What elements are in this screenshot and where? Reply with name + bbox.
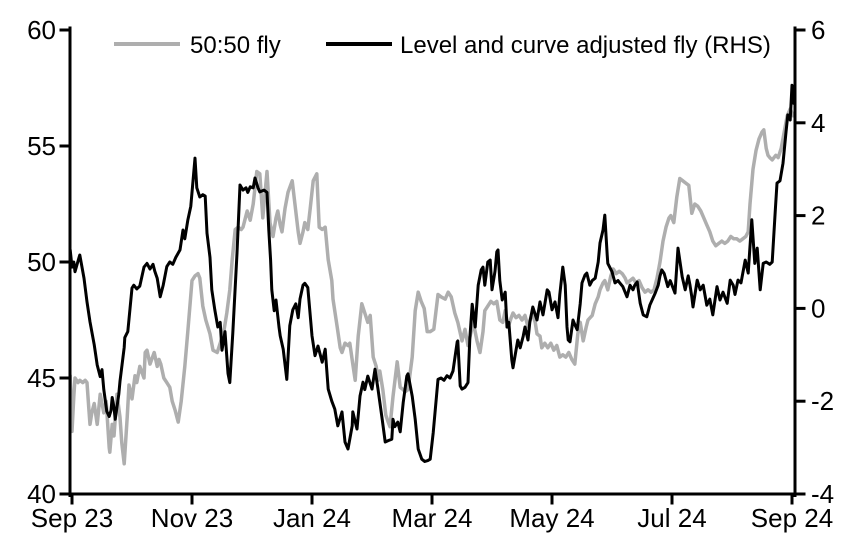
y-axis-left-tick-label: 55: [27, 131, 56, 161]
series-level-curve-adjusted-fly-line: [68, 83, 797, 463]
series-5050-fly-line: [68, 107, 795, 466]
x-axis-tick-label: Sep 23: [31, 503, 113, 533]
y-axis-right-tick-label: 6: [811, 15, 825, 45]
y-axis-left-tick-label: 60: [27, 15, 56, 45]
axes-layer: 40 45 50 55 60 -4 -2 0 2 4 6 Sep 23 Nov 23 Jan 24 Mar …: [27, 15, 834, 533]
legend-level-curve-fly-label: Level and curve adjusted fly (RHS): [400, 32, 771, 59]
y-axis-right-tick-label: -2: [811, 386, 834, 416]
series-layer: [68, 83, 797, 466]
y-axis-right-tick-label: 0: [811, 293, 825, 323]
y-axis-right-tick-label: 4: [811, 108, 825, 138]
legend-5050-fly-label: 50:50 fly: [190, 32, 281, 59]
x-axis-tick-label: Mar 24: [392, 503, 473, 533]
legend: 50:50 fly Level and curve adjusted fly (…: [114, 32, 771, 59]
y-axis-left-tick-label: 50: [27, 247, 56, 277]
x-axis-tick-label: Jul 24: [637, 503, 706, 533]
y-axis-right-tick-label: -4: [811, 479, 834, 509]
y-axis-left-tick-label: 45: [27, 363, 56, 393]
y-axis-left-tick-label: 40: [27, 479, 56, 509]
y-axis-right-tick-label: 2: [811, 201, 825, 231]
x-axis-tick-label: Sep 24: [751, 503, 833, 533]
x-axis-tick-label: May 24: [509, 503, 594, 533]
x-axis-tick-label: Nov 23: [151, 503, 233, 533]
x-axis-tick-label: Jan 24: [273, 503, 351, 533]
